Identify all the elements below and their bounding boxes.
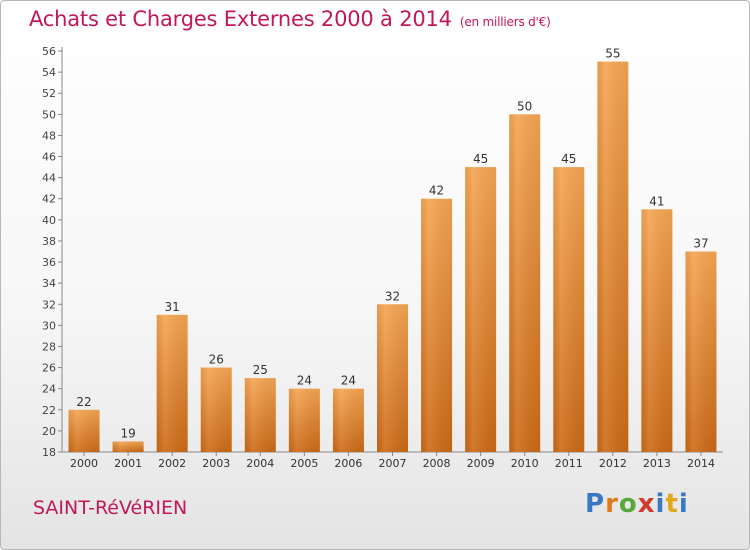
data-label: 24 bbox=[341, 374, 356, 388]
y-tick-label: 46 bbox=[42, 151, 56, 164]
data-label: 42 bbox=[429, 184, 444, 198]
bar-shade bbox=[641, 209, 673, 452]
bar-shade bbox=[553, 167, 585, 452]
bar-shade bbox=[377, 304, 408, 452]
data-label: 50 bbox=[517, 99, 532, 113]
y-tick-label: 44 bbox=[42, 172, 56, 185]
y-tick-label: 40 bbox=[42, 214, 56, 227]
data-label: 26 bbox=[209, 353, 224, 367]
y-tick-label: 50 bbox=[42, 108, 56, 121]
bar-shade bbox=[200, 367, 232, 452]
data-label: 45 bbox=[561, 152, 576, 166]
bar-shade bbox=[112, 441, 144, 452]
y-tick-label: 20 bbox=[42, 425, 56, 438]
bar-shade bbox=[465, 167, 497, 452]
x-tick-label: 2002 bbox=[158, 457, 186, 470]
data-label: 32 bbox=[385, 289, 400, 303]
x-tick-label: 2000 bbox=[70, 457, 98, 470]
x-tick-label: 2006 bbox=[334, 457, 362, 470]
y-tick-label: 34 bbox=[42, 277, 56, 290]
data-label: 41 bbox=[649, 194, 664, 208]
y-tick-label: 54 bbox=[42, 66, 56, 79]
y-tick-label: 42 bbox=[42, 193, 56, 206]
bar-shade bbox=[332, 388, 364, 452]
x-tick-label: 2005 bbox=[290, 457, 318, 470]
y-tick-label: 38 bbox=[42, 235, 56, 248]
chart-title-text: Achats et Charges Externes 2000 à 2014 bbox=[29, 7, 452, 31]
y-tick-label: 22 bbox=[42, 404, 56, 417]
y-tick-label: 26 bbox=[42, 362, 56, 375]
y-tick-label: 28 bbox=[42, 340, 56, 353]
y-tick-label: 36 bbox=[42, 256, 56, 269]
data-label: 31 bbox=[165, 300, 180, 314]
x-tick-label: 2001 bbox=[114, 457, 142, 470]
x-tick-label: 2010 bbox=[511, 457, 539, 470]
data-label: 45 bbox=[473, 152, 488, 166]
data-label: 55 bbox=[605, 47, 620, 61]
x-tick-label: 2004 bbox=[246, 457, 274, 470]
x-tick-label: 2007 bbox=[379, 457, 407, 470]
x-tick-label: 2014 bbox=[687, 457, 715, 470]
town-name: SAINT-RéVéRIEN bbox=[33, 497, 188, 519]
data-label: 25 bbox=[253, 363, 268, 377]
y-tick-label: 24 bbox=[42, 383, 56, 396]
proxiti-logo: Proxiti bbox=[585, 489, 689, 519]
chart-title: Achats et Charges Externes 2000 à 2014 (e… bbox=[29, 7, 551, 31]
bar-shade bbox=[68, 409, 100, 452]
x-tick-label: 2011 bbox=[555, 457, 583, 470]
bar-shade bbox=[156, 314, 188, 452]
data-label: 24 bbox=[297, 374, 312, 388]
x-tick-label: 2009 bbox=[467, 457, 495, 470]
y-tick-label: 56 bbox=[42, 45, 56, 58]
y-tick-label: 48 bbox=[42, 129, 56, 142]
y-tick-label: 52 bbox=[42, 87, 56, 100]
bar-shade bbox=[509, 114, 541, 452]
chart-subtitle: (en milliers d'€) bbox=[459, 15, 551, 29]
data-label: 22 bbox=[76, 395, 91, 409]
y-tick-label: 18 bbox=[42, 446, 56, 459]
bar-shade bbox=[244, 378, 276, 452]
x-tick-label: 2003 bbox=[202, 457, 230, 470]
bar-shade bbox=[685, 251, 717, 452]
data-label: 37 bbox=[693, 237, 708, 251]
x-tick-label: 2008 bbox=[423, 457, 451, 470]
data-label: 19 bbox=[120, 426, 135, 440]
y-tick-label: 32 bbox=[42, 298, 56, 311]
y-tick-label: 30 bbox=[42, 319, 56, 332]
x-tick-label: 2012 bbox=[599, 457, 627, 470]
x-tick-label: 2013 bbox=[643, 457, 671, 470]
bar-shade bbox=[288, 388, 320, 452]
bar-shade bbox=[421, 198, 453, 452]
bar-shade bbox=[597, 61, 629, 452]
